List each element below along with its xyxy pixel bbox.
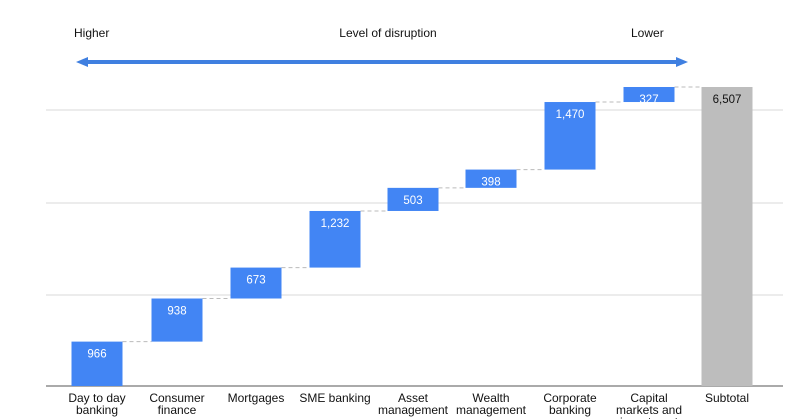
arrow-head-left xyxy=(76,57,88,67)
bar-segment xyxy=(623,87,675,103)
scale-lower-label: Lower xyxy=(631,26,664,40)
bar-value-label: 327 xyxy=(639,94,658,106)
category-label: Corporate banking xyxy=(543,391,597,417)
category-label: Consumer finance xyxy=(149,391,204,417)
bar-segment xyxy=(544,102,596,170)
bar-value-label: 398 xyxy=(481,177,500,189)
disruption-arrow xyxy=(76,57,688,67)
category-label: SME banking xyxy=(299,391,370,405)
scale-title: Level of disruption xyxy=(339,26,437,40)
bar-value-label: 6,507 xyxy=(713,94,742,106)
disruption-scale: Higher Level of disruption Lower xyxy=(0,0,800,80)
bar-value-label: 966 xyxy=(87,349,106,361)
bar-segment xyxy=(387,187,439,211)
bar-value-label: 503 xyxy=(403,195,422,207)
bar-segment xyxy=(309,210,361,268)
scale-higher-label: Higher xyxy=(74,26,110,40)
bar-subtotal xyxy=(701,87,753,386)
bar-segment xyxy=(230,267,282,299)
bar-value-label: 938 xyxy=(167,306,186,318)
category-label: Asset management xyxy=(378,391,449,417)
bar-value-label: 673 xyxy=(246,275,265,287)
category-label: Mortgages xyxy=(228,391,285,405)
bar-segment xyxy=(71,341,123,386)
bar-segment xyxy=(465,169,517,188)
category-label: Wealth management xyxy=(456,391,527,417)
category-label: Subtotal xyxy=(705,391,749,405)
bar-value-label: 1,470 xyxy=(556,109,585,121)
arrow-head-right xyxy=(676,57,688,67)
category-label: Day to day banking xyxy=(68,391,125,417)
bar-value-label: 1,232 xyxy=(321,218,350,230)
bar-segment xyxy=(151,298,203,342)
